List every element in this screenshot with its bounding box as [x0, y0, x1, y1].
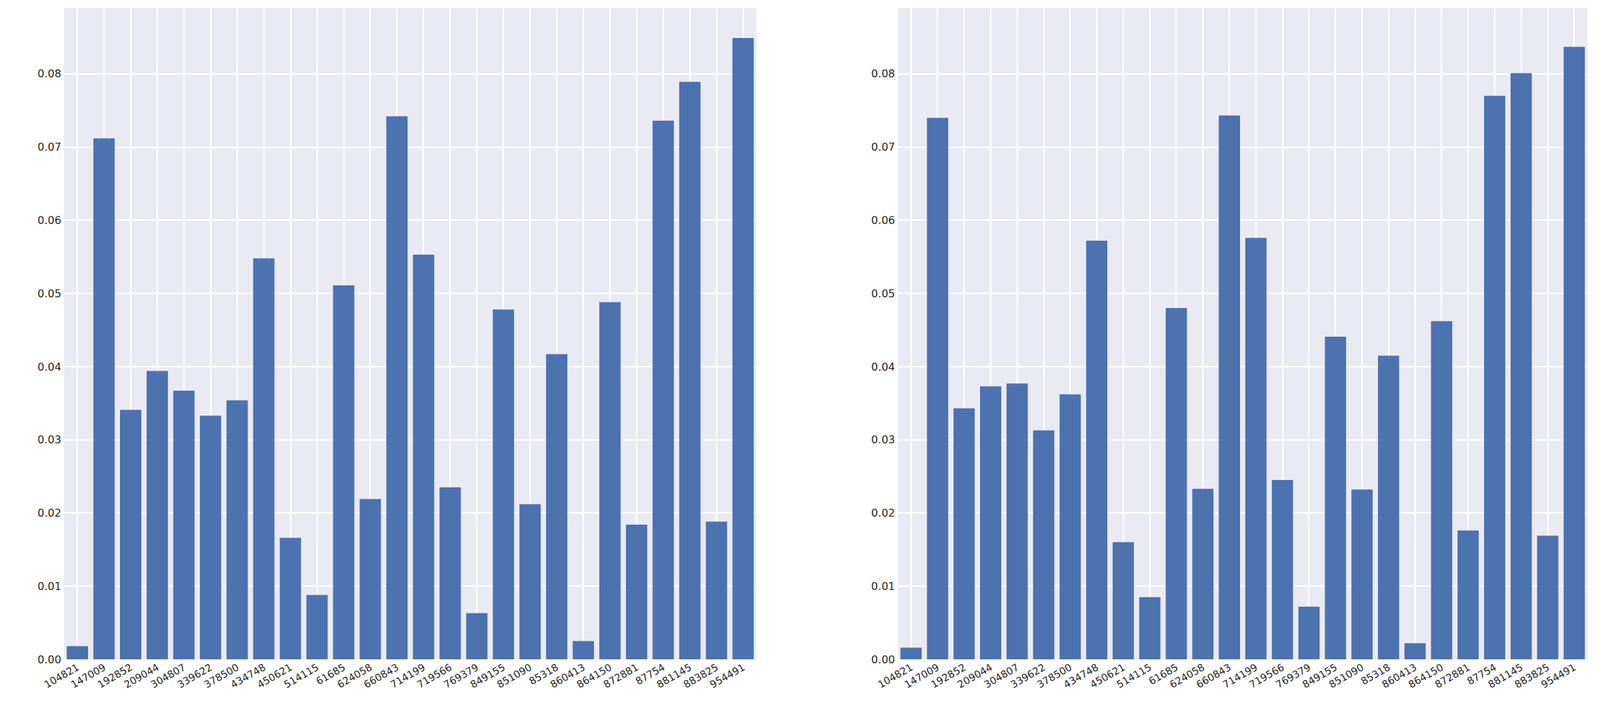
svg-text:304807: 304807 — [982, 661, 1022, 691]
svg-text:0.04: 0.04 — [37, 360, 62, 374]
svg-text:85318: 85318 — [1358, 661, 1392, 688]
svg-text:864150: 864150 — [1406, 661, 1446, 691]
svg-text:104821: 104821 — [42, 661, 82, 691]
svg-text:0.03: 0.03 — [871, 433, 896, 446]
svg-text:769379: 769379 — [1274, 661, 1314, 691]
svg-text:954491: 954491 — [708, 661, 748, 691]
svg-text:104821: 104821 — [876, 661, 916, 691]
svg-text:851090: 851090 — [1326, 661, 1366, 691]
svg-text:209044: 209044 — [955, 661, 995, 691]
svg-text:450621: 450621 — [1088, 661, 1128, 691]
svg-text:881145: 881145 — [654, 661, 694, 691]
svg-text:719566: 719566 — [414, 661, 454, 691]
svg-text:624058: 624058 — [1167, 661, 1207, 691]
svg-text:851090: 851090 — [494, 661, 534, 691]
svg-text:87754: 87754 — [1464, 661, 1498, 688]
svg-text:147009: 147009 — [902, 661, 942, 691]
svg-text:0.08: 0.08 — [871, 67, 896, 80]
svg-text:0.02: 0.02 — [871, 506, 896, 520]
svg-text:514115: 514115 — [282, 661, 322, 691]
svg-text:624058: 624058 — [335, 661, 375, 691]
svg-text:860413: 860413 — [548, 661, 588, 691]
svg-text:0.08: 0.08 — [37, 67, 62, 80]
svg-text:714199: 714199 — [388, 661, 428, 691]
svg-text:85318: 85318 — [526, 661, 560, 688]
svg-text:378500: 378500 — [202, 661, 242, 691]
svg-text:0.04: 0.04 — [871, 360, 896, 374]
svg-text:61685: 61685 — [314, 661, 348, 688]
svg-text:450621: 450621 — [255, 661, 295, 691]
svg-text:860413: 860413 — [1380, 661, 1420, 691]
svg-text:881145: 881145 — [1486, 661, 1526, 691]
svg-text:0.06: 0.06 — [871, 214, 896, 227]
svg-text:954491: 954491 — [1539, 661, 1579, 691]
svg-text:0.06: 0.06 — [37, 214, 62, 227]
svg-text:192852: 192852 — [928, 661, 968, 691]
svg-text:883825: 883825 — [1512, 661, 1552, 691]
svg-text:0.05: 0.05 — [37, 287, 62, 300]
svg-text:849155: 849155 — [468, 661, 508, 691]
svg-text:147009: 147009 — [68, 661, 108, 691]
svg-text:0.00: 0.00 — [37, 653, 62, 666]
svg-text:0.05: 0.05 — [871, 287, 896, 300]
svg-text:434748: 434748 — [228, 661, 268, 691]
svg-text:378500: 378500 — [1034, 661, 1074, 691]
svg-text:209044: 209044 — [122, 661, 162, 691]
svg-text:304807: 304807 — [148, 661, 188, 691]
svg-text:864150: 864150 — [574, 661, 614, 691]
svg-text:0.01: 0.01 — [871, 580, 896, 593]
svg-text:660843: 660843 — [1194, 661, 1234, 691]
svg-text:0.03: 0.03 — [37, 433, 62, 446]
svg-text:339622: 339622 — [1008, 661, 1048, 691]
svg-text:0.07: 0.07 — [871, 140, 896, 154]
svg-text:714199: 714199 — [1220, 661, 1260, 691]
svg-text:339622: 339622 — [175, 661, 215, 691]
svg-text:0.07: 0.07 — [37, 140, 62, 154]
svg-text:0.02: 0.02 — [37, 506, 62, 520]
svg-text:87754: 87754 — [633, 661, 667, 688]
svg-text:0.01: 0.01 — [37, 580, 62, 593]
svg-text:434748: 434748 — [1061, 661, 1101, 691]
svg-text:719566: 719566 — [1247, 661, 1287, 691]
svg-text:192852: 192852 — [95, 661, 135, 691]
svg-text:514115: 514115 — [1114, 661, 1154, 691]
svg-text:883825: 883825 — [681, 661, 721, 691]
svg-text:660843: 660843 — [362, 661, 402, 691]
svg-text:0.00: 0.00 — [871, 653, 896, 666]
svg-text:872881: 872881 — [1432, 661, 1472, 691]
svg-text:849155: 849155 — [1300, 661, 1340, 691]
svg-text:61685: 61685 — [1146, 661, 1180, 688]
svg-text:769379: 769379 — [441, 661, 481, 691]
svg-text:872881: 872881 — [601, 661, 641, 691]
